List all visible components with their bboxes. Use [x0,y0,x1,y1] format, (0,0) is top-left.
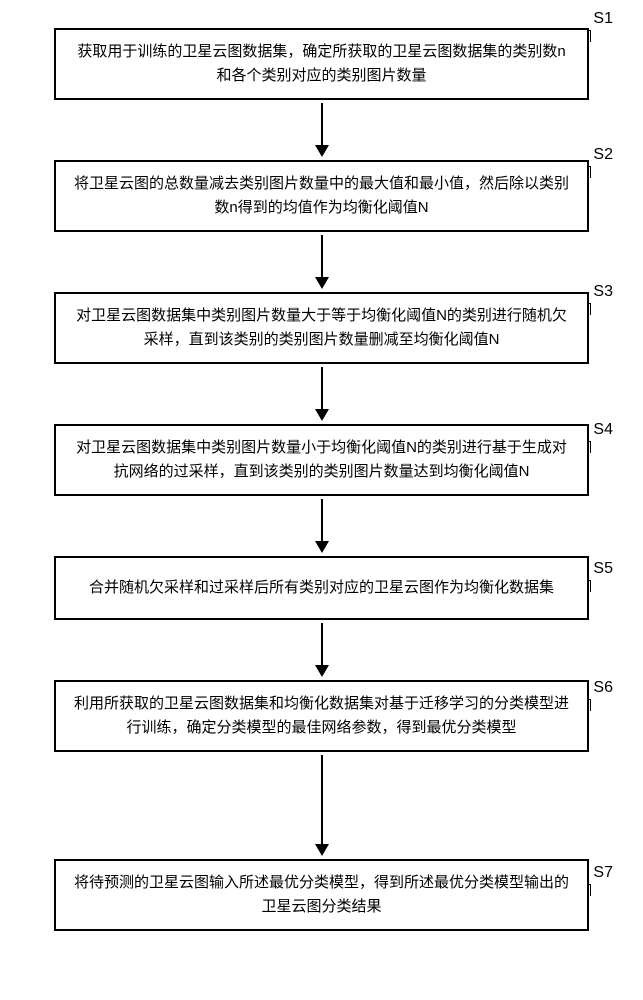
step-box: 利用所获取的卫星云图数据集和均衡化数据集对基于迁移学习的分类模型进行训练，确定分… [54,680,589,752]
arrow-line [321,623,323,665]
arrow [315,620,329,680]
arrow-head-icon [315,409,329,421]
step-text: 利用所获取的卫星云图数据集和均衡化数据集对基于迁移学习的分类模型进行训练，确定分… [74,695,569,736]
step-label-text: S5 [593,560,613,577]
step-label: S7 [593,864,613,882]
arrow-head-icon [315,665,329,677]
step-label-text: S6 [593,679,613,696]
step-label: S3 [593,283,613,301]
step-text: 获取用于训练的卫星云图数据集，确定所获取的卫星云图数据集的类别数n和各个类别对应… [77,43,565,84]
arrow [315,232,329,292]
step-box: 将卫星云图的总数量减去类别图片数量中的最大值和最小值，然后除以类别数n得到的均值… [54,160,589,232]
flowchart-container: S1 S2 S3 S4 S5 S6 S7 获取用于训练的卫星云图数据集，确定所获… [0,0,643,1000]
arrow-line [321,367,323,409]
arrow-line [321,755,323,844]
arrow-head-icon [315,277,329,289]
step-label: S4 [593,421,613,439]
step-text: 对卫星云图数据集中类别图片数量小于均衡化阈值N的类别进行基于生成对抗网络的过采样… [76,439,567,480]
step-box: 对卫星云图数据集中类别图片数量小于均衡化阈值N的类别进行基于生成对抗网络的过采样… [54,424,589,496]
step-box: 对卫星云图数据集中类别图片数量大于等于均衡化阈值N的类别进行随机欠采样，直到该类… [54,292,589,364]
arrow-head-icon [315,145,329,157]
step-text: 将卫星云图的总数量减去类别图片数量中的最大值和最小值，然后除以类别数n得到的均值… [74,175,569,216]
step-label-text: S1 [593,10,613,27]
arrow [315,100,329,160]
step-box: 获取用于训练的卫星云图数据集，确定所获取的卫星云图数据集的类别数n和各个类别对应… [54,28,589,100]
step-label: S2 [593,146,613,164]
arrow-head-icon [315,541,329,553]
arrow [315,752,329,859]
step-box: 合并随机欠采样和过采样后所有类别对应的卫星云图作为均衡化数据集 [54,556,589,620]
arrow-line [321,499,323,541]
step-text: 将待预测的卫星云图输入所述最优分类模型，得到所述最优分类模型输出的卫星云图分类结… [74,874,569,915]
step-label: S1 [593,10,613,28]
step-label: S6 [593,679,613,697]
step-text: 对卫星云图数据集中类别图片数量大于等于均衡化阈值N的类别进行随机欠采样，直到该类… [76,307,567,348]
step-label-text: S4 [593,421,613,438]
arrow [315,364,329,424]
step-text: 合并随机欠采样和过采样后所有类别对应的卫星云图作为均衡化数据集 [89,579,554,596]
step-label: S5 [593,560,613,578]
arrow-head-icon [315,844,329,856]
step-box: 将待预测的卫星云图输入所述最优分类模型，得到所述最优分类模型输出的卫星云图分类结… [54,859,589,931]
arrow-line [321,103,323,145]
arrow [315,496,329,556]
step-label-text: S2 [593,146,613,163]
arrow-line [321,235,323,277]
step-label-text: S3 [593,283,613,300]
step-label-text: S7 [593,864,613,881]
